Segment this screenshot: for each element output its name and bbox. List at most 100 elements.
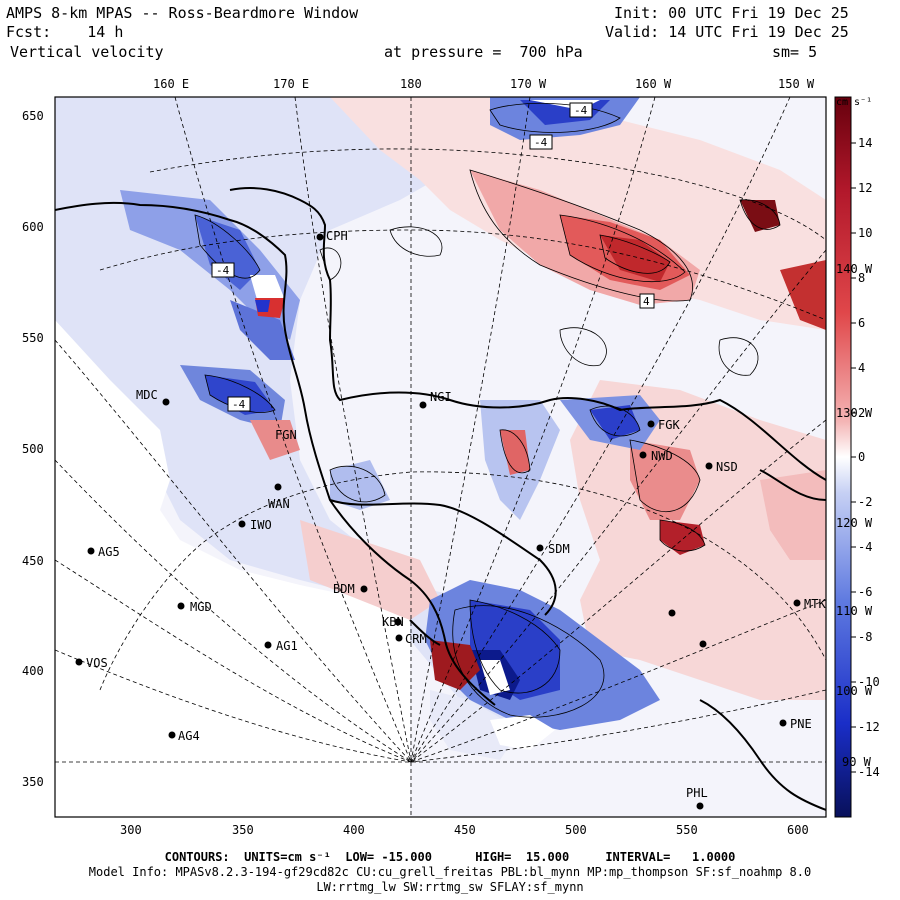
station-label: CRM bbox=[405, 632, 427, 646]
station-dot-phl bbox=[696, 802, 704, 810]
lon-label: 170 W bbox=[510, 77, 547, 91]
x-tick: 500 bbox=[565, 823, 587, 837]
lon-label-right: 140 W bbox=[836, 262, 873, 276]
init-time: Init: 00 UTC Fri 19 Dec 25 bbox=[614, 4, 849, 22]
station-dot-mgd bbox=[177, 602, 185, 610]
smoothing: sm= 5 bbox=[772, 43, 818, 61]
colorbar-tick-label: -14 bbox=[858, 765, 880, 779]
lon-label-right: 100 W bbox=[836, 684, 873, 698]
map-title: AMPS 8-km MPAS -- Ross-Beardmore Window bbox=[6, 4, 359, 22]
y-tick: 400 bbox=[22, 664, 44, 678]
fcst-label: Fcst: bbox=[6, 23, 52, 41]
station-dot-iwo bbox=[238, 520, 246, 528]
station-label: MTK bbox=[804, 597, 826, 611]
contour-label: -4 bbox=[216, 264, 230, 277]
x-tick: 350 bbox=[232, 823, 254, 837]
station-dot-mtk bbox=[793, 599, 801, 607]
station-dot-nsd bbox=[705, 462, 713, 470]
model-info: Model Info: MPASv8.2.3-194-gf29cd82c CU:… bbox=[88, 865, 812, 879]
colorbar-tick-label: -12 bbox=[858, 720, 880, 734]
station-label: PHL bbox=[686, 786, 708, 800]
station-label: VOS bbox=[86, 656, 108, 670]
lon-label-right: 130 W bbox=[836, 406, 873, 420]
colorbar-tick-label: 8 bbox=[858, 271, 866, 285]
physics-info: LW:rrtmg_lw SW:rrtmg_sw SFLAY:sf_mynn bbox=[316, 880, 584, 894]
y-tick: 650 bbox=[22, 109, 44, 123]
contour-info: CONTOURS: UNITS=cm s⁻¹ LOW= -15.000 HIGH… bbox=[164, 850, 736, 864]
station-dot-wan bbox=[274, 483, 282, 491]
station-dot-extra bbox=[699, 640, 707, 648]
station-dot-crm bbox=[395, 634, 403, 642]
station-dot-ag5 bbox=[87, 547, 95, 555]
lon-label-right: 90 W bbox=[842, 755, 871, 769]
valid-time: Valid: 14 UTC Fri 19 Dec 25 bbox=[605, 23, 849, 41]
station-label: AG5 bbox=[98, 545, 120, 559]
colorbar-tick-label: 2 bbox=[858, 406, 866, 420]
station-dot-cph bbox=[316, 233, 324, 241]
contour-label: -4 bbox=[534, 136, 548, 149]
station-label: CPH bbox=[326, 229, 348, 243]
station-label: KBN bbox=[382, 615, 404, 629]
station-dot-vos bbox=[75, 658, 83, 666]
station-dot-sdm bbox=[536, 544, 544, 552]
station-label: FGK bbox=[658, 418, 680, 432]
field-name: Vertical velocity bbox=[10, 43, 164, 61]
station-label: MDC bbox=[136, 388, 158, 402]
colorbar-tick-label: 0 bbox=[858, 450, 866, 464]
station-label: MGD bbox=[190, 600, 212, 614]
station-label: NGI bbox=[430, 390, 452, 404]
colorbar-tick-label: -8 bbox=[858, 630, 873, 644]
colorbar-tick-label: -4 bbox=[858, 540, 873, 554]
x-tick: 400 bbox=[343, 823, 365, 837]
station-dot-kbn bbox=[394, 618, 402, 626]
lon-label: 150 W bbox=[778, 77, 815, 91]
colorbar-tick-label: 14 bbox=[858, 136, 873, 150]
lon-label-right: 120 W bbox=[836, 516, 873, 530]
coastline bbox=[55, 187, 826, 811]
station-label: IWO bbox=[250, 518, 272, 532]
forecast-hour: Fcst: 14 h bbox=[6, 23, 123, 41]
colorbar-tick-label: 4 bbox=[858, 361, 866, 375]
station-label: FGN bbox=[275, 428, 297, 442]
colorbar bbox=[834, 96, 852, 818]
pressure-level: at pressure = 700 hPa bbox=[384, 43, 583, 61]
station-dot-bdm bbox=[360, 585, 368, 593]
station-label: WAN bbox=[268, 497, 290, 511]
y-tick: 450 bbox=[22, 554, 44, 568]
station-label: PNE bbox=[790, 717, 812, 731]
station-dot-extra bbox=[668, 609, 676, 617]
station-dot-pne bbox=[779, 719, 787, 727]
contour-label-boxes: -4 -4 -4 -4 4 bbox=[211, 102, 655, 412]
station-dot-ag1 bbox=[264, 641, 272, 649]
fcst-value: 14 h bbox=[87, 23, 124, 41]
station-markers bbox=[75, 233, 801, 810]
colorbar-units: cm s⁻¹ bbox=[836, 97, 873, 108]
plot-frame bbox=[54, 96, 827, 818]
station-dot-mdc bbox=[162, 398, 170, 406]
station-label: AG4 bbox=[178, 729, 200, 743]
colorbar-tick-label: 6 bbox=[858, 316, 866, 330]
colorbar-tick-label: 12 bbox=[858, 181, 873, 195]
station-label: SDM bbox=[548, 542, 570, 556]
lon-label: 180 bbox=[400, 77, 422, 91]
lon-label-right: 110 W bbox=[836, 604, 873, 618]
colorbar-tick-label: 10 bbox=[858, 226, 873, 240]
y-tick: 550 bbox=[22, 331, 44, 345]
colorbar-tick-label: -6 bbox=[858, 585, 873, 599]
y-tick: 350 bbox=[22, 775, 44, 789]
x-tick: 600 bbox=[787, 823, 809, 837]
x-tick: 550 bbox=[676, 823, 698, 837]
station-label: NWD bbox=[651, 449, 673, 463]
contour-label: -4 bbox=[574, 104, 588, 117]
x-tick: 300 bbox=[120, 823, 142, 837]
colorbar-ticks bbox=[851, 142, 856, 773]
colorbar-tick-label: -10 bbox=[858, 675, 880, 689]
station-dot-fgk bbox=[647, 420, 655, 428]
station-label: BDM bbox=[333, 582, 355, 596]
contour-label: -4 bbox=[232, 398, 246, 411]
lon-label: 160 E bbox=[153, 77, 190, 91]
graticule bbox=[55, 97, 826, 817]
y-tick: 500 bbox=[22, 442, 44, 456]
contour-label: 4 bbox=[643, 295, 650, 308]
